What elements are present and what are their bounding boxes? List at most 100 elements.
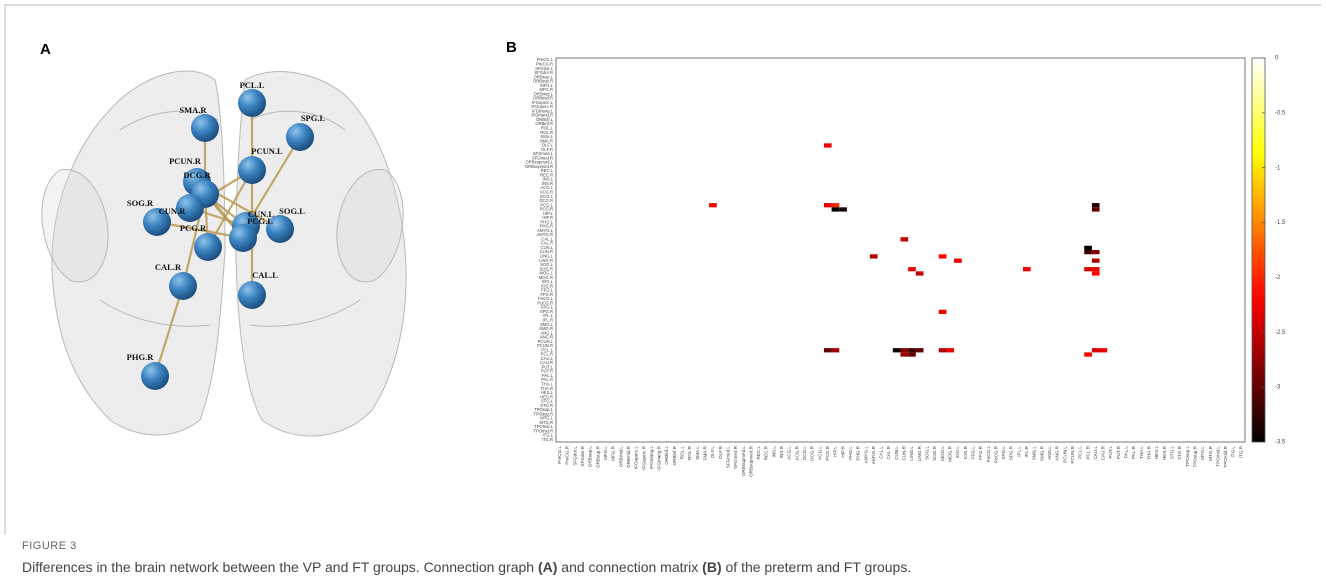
y-tick-label: TPOmid.R: [533, 428, 553, 433]
graph-edge: [156, 220, 244, 240]
y-tick-label: ROL.R: [540, 130, 553, 135]
x-tick-label: ACG.L: [787, 446, 792, 460]
matrix-cell: [915, 271, 924, 276]
x-tick-label: SFGdor.R: [580, 445, 585, 466]
x-tick-label: ORBsup.L: [588, 446, 593, 468]
x-tick-label: ORBsupmed.L: [741, 446, 746, 477]
x-tick-label: SMA.L: [695, 446, 700, 460]
matrix-cell: [946, 348, 955, 353]
matrix-cell: [938, 309, 947, 314]
x-tick-label: PreCG.L: [557, 446, 562, 464]
x-tick-label: TPOsup.R: [1192, 445, 1197, 467]
panel-label: A: [40, 41, 51, 58]
y-tick-label: INS.R: [542, 181, 553, 186]
colorbar: [1251, 57, 1266, 443]
matrix-cell: [1091, 267, 1100, 272]
x-tick-label: ITG.R: [1238, 445, 1243, 458]
matrix-cell: [869, 254, 878, 259]
caption-label: FIGURE 3: [22, 540, 77, 552]
y-tick-label: LING.R: [539, 258, 553, 263]
y-tick-label: CUN.L: [540, 245, 553, 250]
matrix-cell: [831, 203, 840, 208]
y-tick-label: PCG.R: [540, 207, 553, 212]
y-tick-label: PCUN.L: [538, 339, 554, 344]
y-tick-label: HIP.L: [543, 211, 554, 216]
y-tick-label: SMG.R: [539, 326, 553, 331]
x-tick-label: CAL.L: [879, 446, 884, 459]
caption-panel-ref: (A): [537, 559, 558, 575]
y-tick-label: CUN.R: [540, 249, 553, 254]
y-tick-label: SPG.R: [540, 309, 553, 314]
x-tick-label: TPOmid.L: [1215, 446, 1220, 467]
x-tick-label: PoCG.R: [993, 445, 998, 463]
x-tick-label: ANG.L: [1047, 446, 1052, 460]
node-label: PCG.R: [180, 223, 207, 233]
y-tick-label: ORBinf.L: [536, 117, 554, 122]
matrix-cell: [908, 352, 916, 357]
x-tick-label: LING.R: [917, 445, 922, 461]
y-tick-label: OLF.L: [542, 143, 554, 148]
y-tick-label: MTG.R: [540, 420, 554, 425]
colorbar-tick-label: -2.5: [1275, 330, 1286, 336]
y-tick-label: ORBmid.L: [534, 91, 554, 96]
matrix-cell: [915, 348, 924, 353]
x-tick-label: MTG.L: [1200, 446, 1205, 460]
y-tick-label: PHG.R: [540, 224, 553, 229]
graph-node: [238, 156, 266, 184]
x-tick-label: SFGdor.L: [572, 446, 577, 466]
y-tick-label: AMYG.L: [537, 228, 553, 233]
x-tick-label: PCG.L: [817, 446, 822, 460]
x-tick-label: SFGmed.R: [733, 445, 738, 469]
node-label: PCG.L: [247, 216, 273, 226]
x-tick-label: SOG.L: [925, 446, 930, 460]
y-tick-label: ITG.R: [542, 437, 553, 442]
x-tick-label: PAL.R: [1131, 445, 1136, 459]
y-tick-label: PreCG.R: [536, 62, 553, 67]
graph-node: [143, 208, 171, 236]
colorbar-tick-label: -0.5: [1275, 110, 1286, 116]
matrix-cell: [823, 143, 832, 148]
y-tick-label: PreCG.L: [537, 57, 554, 62]
x-tick-label: THA.L: [1139, 446, 1144, 459]
x-tick-label: HES.L: [1154, 446, 1159, 460]
x-tick-label: HIP.R: [840, 445, 845, 457]
y-tick-label: OLF.R: [541, 147, 553, 152]
y-tick-label: SMA.R: [540, 138, 553, 143]
y-tick-label: TPOsup.L: [534, 407, 554, 412]
y-tick-label: PAL.R: [541, 377, 553, 382]
matrix-cell: [938, 348, 947, 353]
y-tick-label: DCG.R: [540, 198, 554, 203]
graph-node: [194, 233, 222, 261]
x-tick-label: MFG.L: [603, 446, 608, 460]
graph-edge: [207, 169, 253, 248]
y-tick-label: IOG.R: [541, 283, 553, 288]
y-tick-label: SMA.L: [540, 134, 553, 139]
y-tick-label: CAU.R: [540, 360, 553, 365]
matrix-cell: [1091, 271, 1100, 276]
x-tick-label: MOG.L: [940, 446, 945, 461]
x-tick-label: AMYG.R: [871, 445, 876, 464]
x-tick-label: IFGtriang.L: [649, 446, 654, 469]
node-label: PCUN.R: [169, 156, 202, 166]
x-tick-label: SPG.R: [1009, 445, 1014, 460]
x-tick-label: ORBinf.R: [672, 445, 677, 465]
y-tick-label: ITG.L: [543, 433, 554, 438]
matrix-cell: [823, 203, 832, 208]
x-tick-label: SOG.R: [932, 445, 937, 460]
y-tick-label: IFGoperc.L: [532, 100, 554, 105]
y-tick-label: SOG.R: [540, 266, 554, 271]
y-tick-label: PoCG.R: [537, 300, 553, 305]
colorbar-tick-label: -1.5: [1275, 220, 1286, 226]
colorbar-tick-label: -2: [1275, 275, 1281, 281]
y-tick-label: THA.L: [541, 382, 554, 387]
matrix-cell: [908, 348, 916, 353]
y-tick-label: IPL.L: [543, 313, 553, 318]
y-tick-label: PoCG.L: [538, 296, 554, 301]
y-tick-label: SFGmed.L: [533, 151, 554, 156]
x-tick-label: CAL.R: [886, 445, 891, 459]
x-tick-label: PCL.L: [1078, 446, 1083, 459]
x-tick-label: IFGoperc.R: [641, 445, 646, 469]
y-tick-label: CAU.L: [541, 356, 554, 361]
graph-node: [141, 362, 169, 390]
x-tick-label: PCUN.R: [1070, 445, 1075, 463]
